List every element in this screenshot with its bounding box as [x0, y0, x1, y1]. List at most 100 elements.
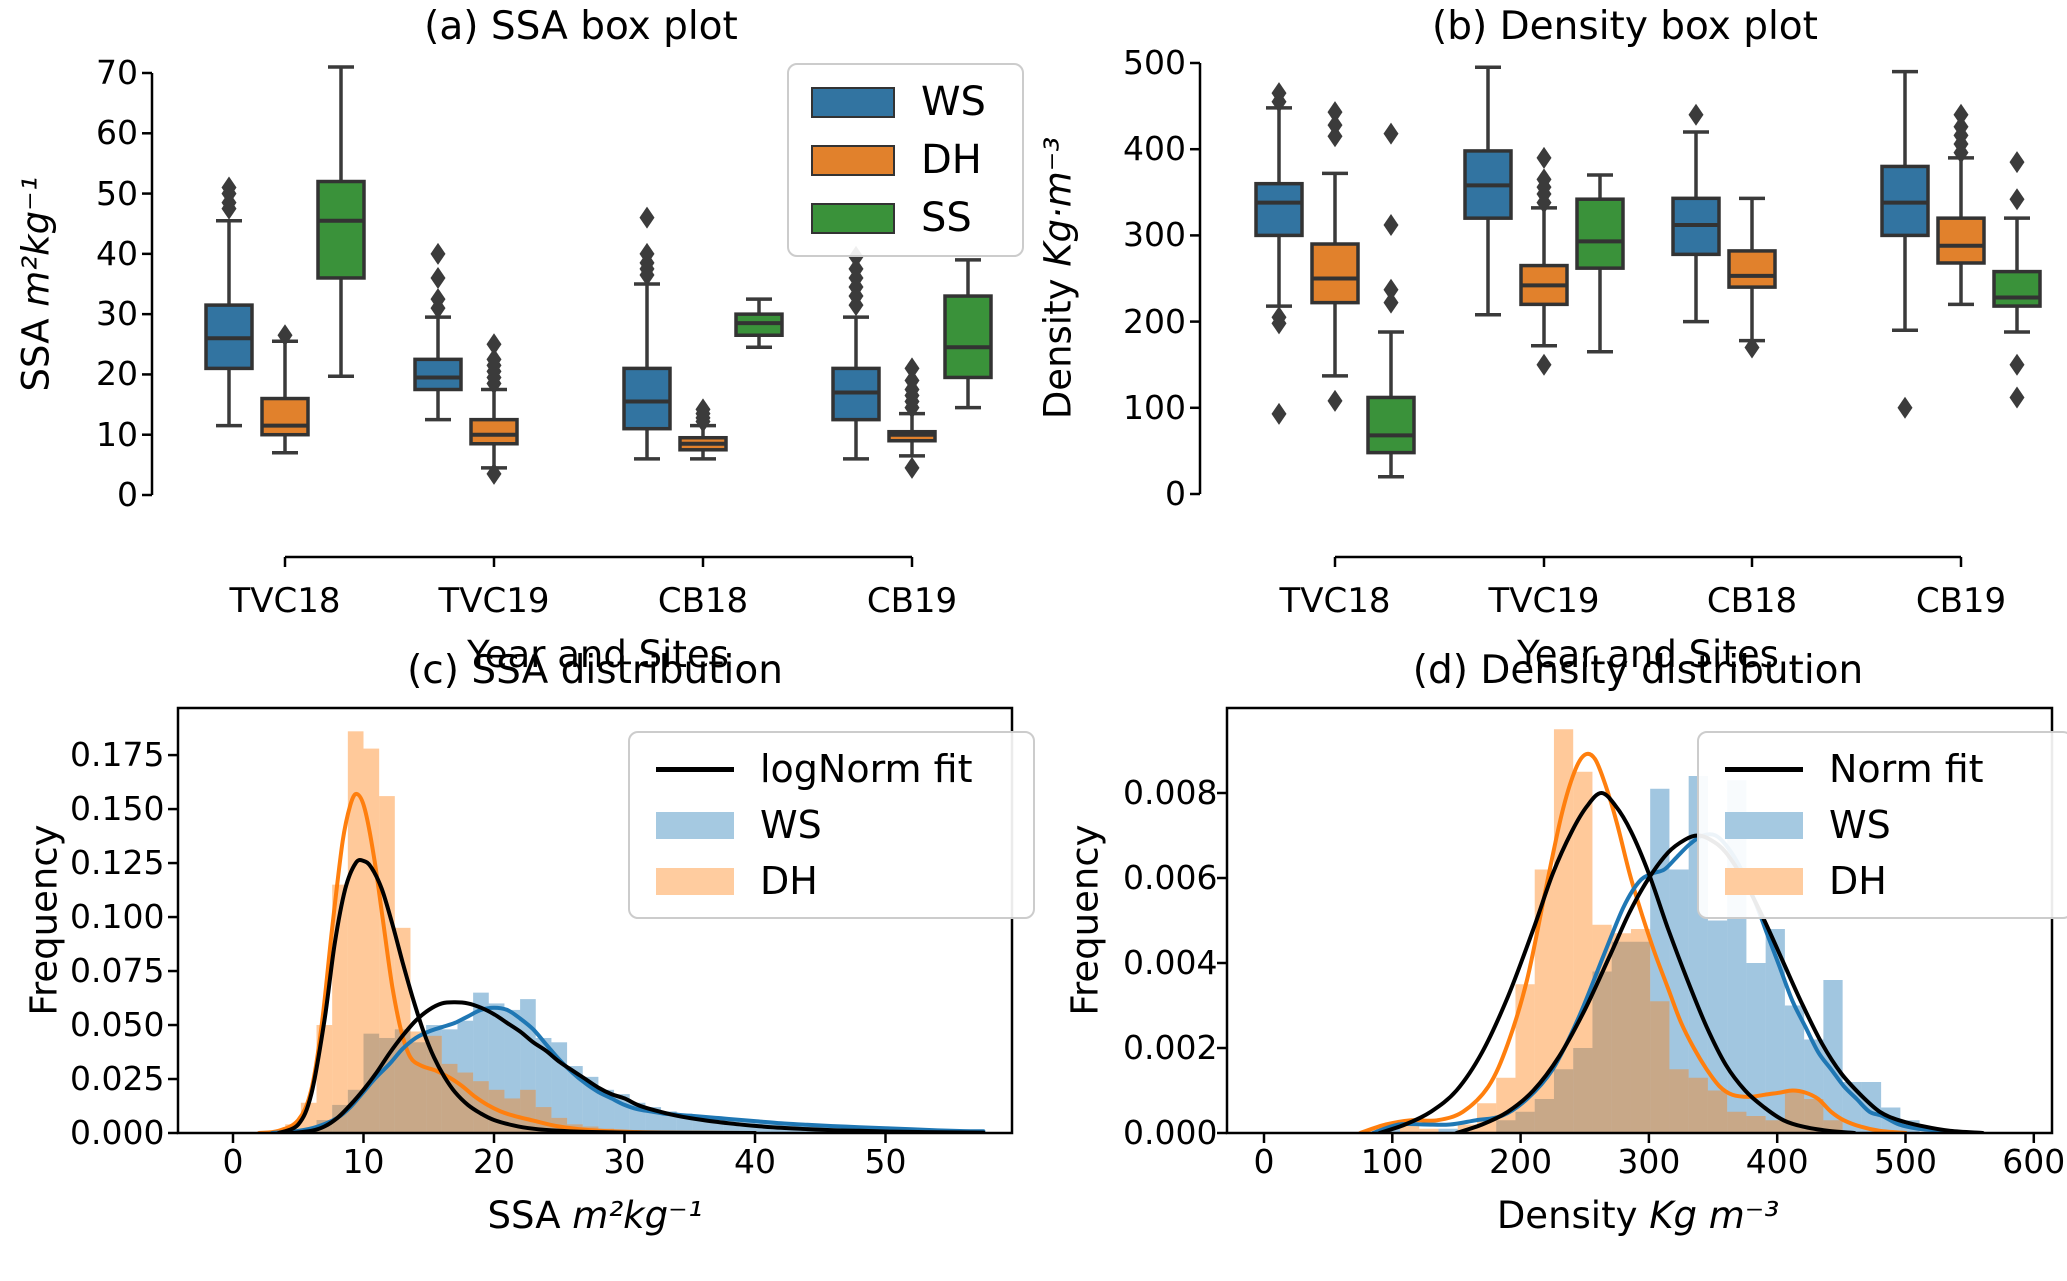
hist-bar — [1573, 771, 1593, 1133]
panel-c-xtick-label-0: 0 — [222, 1142, 244, 1181]
panel-a-group-label-CB18: CB18 — [657, 581, 749, 621]
outlier-diamond — [1897, 396, 1913, 419]
ws-color-swatch — [811, 86, 895, 118]
panel-d-xlabel-units: Kg m⁻³ — [1649, 1194, 1780, 1237]
panel-b-xlabel: Year and Sites — [1517, 633, 1779, 676]
panel-b-group-label-CB18: CB18 — [1706, 581, 1798, 621]
panel-c-ytick-label-0.100: 0.100 — [70, 897, 165, 937]
panel-c-ytick-label-0.125: 0.125 — [70, 843, 165, 883]
outlier-diamond — [848, 257, 864, 280]
outlier-diamond — [1383, 122, 1399, 145]
box-ws-cb18 — [1671, 103, 1721, 324]
panel-c-ytick-label-0.050: 0.050 — [70, 1005, 165, 1045]
iqr-box — [1936, 216, 1986, 265]
panel-a-ytick-label-30: 30 — [96, 294, 138, 334]
panel-d-xtick-label-400: 400 — [1745, 1142, 1809, 1181]
panel-a-xlabel: Year and Sites — [467, 633, 729, 676]
box-ws-tvc18 — [1254, 82, 1304, 425]
panel-a-ytick-label-20: 20 — [96, 354, 138, 394]
outlier-diamond — [904, 357, 920, 380]
outlier-diamond — [1383, 214, 1399, 237]
iqr-box — [316, 179, 366, 280]
legend-item-ss: SS — [811, 196, 1022, 240]
outlier-diamond — [486, 333, 502, 356]
hist-bar — [567, 1066, 583, 1133]
hist-bar — [1804, 1039, 1824, 1133]
box-ws-cb19 — [1880, 69, 1930, 419]
panel-d-xtick-label-200: 200 — [1489, 1142, 1553, 1181]
outlier-diamond — [1536, 146, 1552, 169]
box-dh-tvc18 — [1310, 101, 1360, 412]
iqr-box — [413, 357, 463, 392]
panel-b-ytick-label-400: 400 — [1123, 129, 1186, 169]
outlier-diamond — [1536, 168, 1552, 191]
panel-c-xlabel: SSA m²kg⁻¹ — [488, 1194, 703, 1237]
panel-c-title: (c) SSA distribution — [407, 648, 783, 693]
outlier-diamond — [1327, 389, 1343, 412]
box-ws-cb19 — [831, 245, 881, 461]
legend-item-lognorm-fit: logNorm fit — [656, 747, 1033, 791]
hist-bar — [739, 1122, 755, 1133]
hist-bar — [1669, 1069, 1689, 1133]
panel-c-xlabel-text: SSA — [487, 1194, 573, 1237]
iqr-box — [1310, 242, 1360, 305]
hist-bar — [1650, 788, 1670, 1133]
box-dh-tvc19 — [469, 333, 519, 485]
outlier-diamond — [221, 176, 237, 199]
box-ws-tvc18 — [204, 176, 254, 428]
hist-bar — [1553, 1069, 1574, 1133]
curve-dh-lognorm-fit — [276, 857, 757, 1133]
ws-hist-swatch — [656, 811, 734, 839]
hist-bar — [1496, 1077, 1516, 1133]
hist-bar — [535, 1107, 552, 1133]
hist-bar — [1419, 1128, 1439, 1133]
panel-b — [1190, 61, 2042, 567]
panel-d-xlabel-text: Density — [1496, 1194, 1650, 1237]
legend-label-ws: WS — [760, 803, 822, 847]
panel-b-ytick-label-200: 200 — [1123, 301, 1186, 341]
panel-c-plot-area — [257, 731, 986, 1133]
panel-a-group-label-TVC18: TVC18 — [229, 581, 341, 621]
panel-c-ytick-label-0.025: 0.025 — [70, 1059, 165, 1098]
hist-bar — [410, 1031, 427, 1133]
panel-c-xtick-label-10: 10 — [342, 1142, 385, 1181]
panel-b-ylabel-text: Density — [1036, 266, 1080, 420]
iqr-box — [1992, 269, 2042, 308]
panel-d-ylabel: Frequency — [1063, 824, 1107, 1016]
panel-d-ytick-label-0.008: 0.008 — [1123, 773, 1218, 812]
legend-item-dh: DH — [811, 138, 1022, 182]
legend-item-dh-hist: DH — [656, 859, 1033, 903]
hist-bar — [1496, 1120, 1516, 1133]
iqr-box — [943, 294, 993, 380]
panel-c — [168, 706, 1014, 1143]
panel-d-title: (d) Density distribution — [1412, 648, 1864, 693]
panel-a-ytick-label-10: 10 — [96, 414, 138, 454]
lognorm-fit-line-swatch — [656, 766, 734, 772]
panel-c-xtick-label-50: 50 — [864, 1142, 907, 1181]
box-ss-cb18 — [734, 297, 784, 350]
iqr-box — [1575, 197, 1625, 270]
box-dh-cb19 — [887, 357, 937, 479]
panel-a-group-label-CB19: CB19 — [866, 581, 958, 621]
legend-label-norm-fit: Norm fit — [1829, 747, 1984, 791]
box-ss-cb19 — [943, 258, 993, 410]
hist-bar — [535, 1037, 552, 1133]
panel-b-ytick-label-300: 300 — [1123, 215, 1186, 255]
outlier-diamond — [2009, 188, 2025, 211]
legend-label-ws: WS — [921, 79, 986, 125]
iqr-box — [1366, 395, 1416, 455]
outlier-diamond — [1536, 353, 1552, 376]
outlier-diamond — [1271, 402, 1287, 425]
box-ss-tvc18 — [1366, 122, 1416, 479]
panel-b-ytick-label-100: 100 — [1123, 387, 1186, 427]
panel-d-ytick-label-0.006: 0.006 — [1123, 858, 1218, 897]
hist-bar — [1823, 980, 1843, 1133]
hist-bar — [1669, 869, 1689, 1133]
panel-c-ytick-label-0.075: 0.075 — [70, 951, 165, 991]
panel-a-ytick-label-60: 60 — [96, 113, 138, 153]
hist-bar — [1515, 1111, 1535, 1133]
iqr-box — [260, 396, 310, 437]
panel-b-title: (b) Density box plot — [1432, 4, 1818, 49]
panel-b-ytick-label-500: 500 — [1123, 43, 1186, 82]
panel-c-frame — [176, 706, 1014, 1135]
